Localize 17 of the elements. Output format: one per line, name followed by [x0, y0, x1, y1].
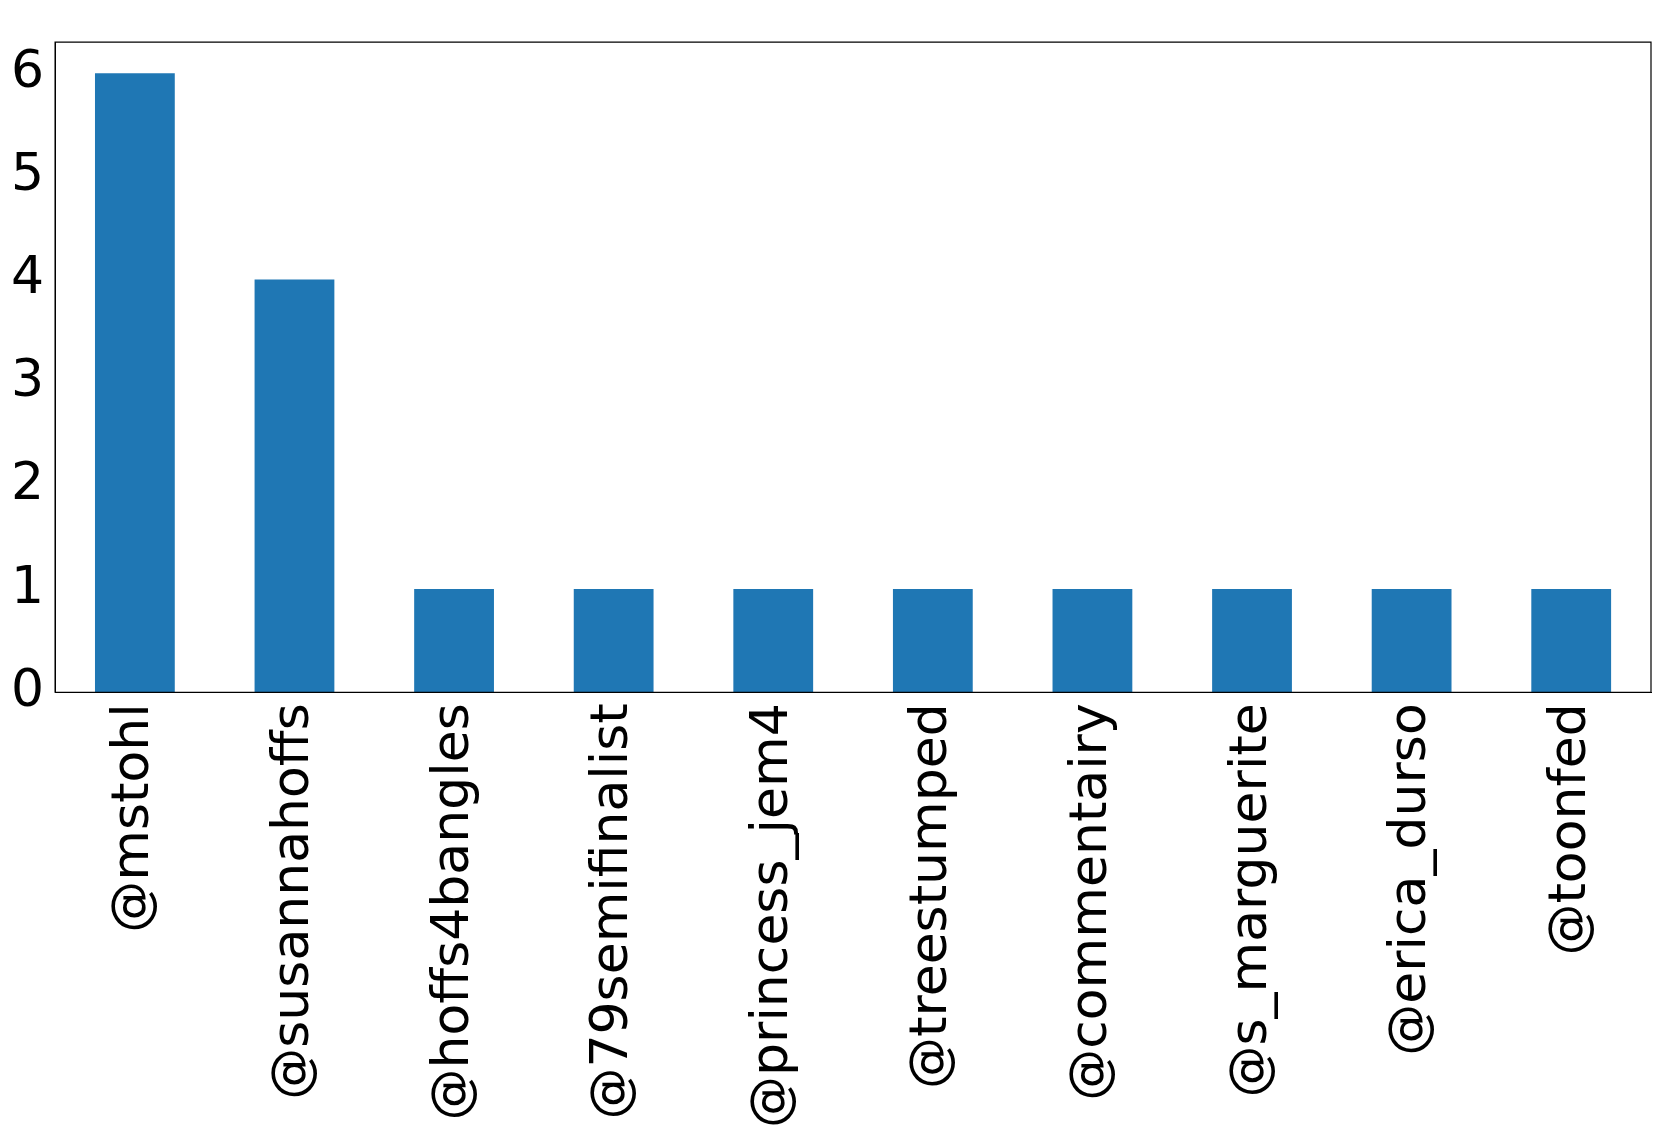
x-tick-label: @erica_durso — [1377, 703, 1438, 1056]
y-tick-label: 6 — [10, 38, 45, 99]
y-tick-label: 0 — [10, 657, 45, 718]
y-tick-label: 2 — [10, 451, 45, 512]
y-tick-label: 1 — [10, 554, 45, 615]
x-tick-label: @princess_jem4 — [738, 703, 799, 1128]
y-tick-label: 5 — [10, 141, 45, 202]
x-tick-label: @s_marguerite — [1217, 703, 1278, 1098]
x-tick-label: @mstohl — [100, 703, 161, 933]
x-tick-label: @hoffs4bangles — [419, 703, 480, 1121]
x-tick-label: @susannahoffs — [259, 703, 320, 1100]
y-tick-label: 4 — [10, 245, 45, 306]
y-tick-label: 3 — [10, 348, 45, 409]
x-tick-label: @toonfed — [1536, 703, 1597, 956]
x-tick-label: @commentairy — [1057, 703, 1118, 1101]
x-tick-label: @79semifinalist — [579, 703, 640, 1120]
x-tick-label: @treestumped — [898, 703, 959, 1089]
